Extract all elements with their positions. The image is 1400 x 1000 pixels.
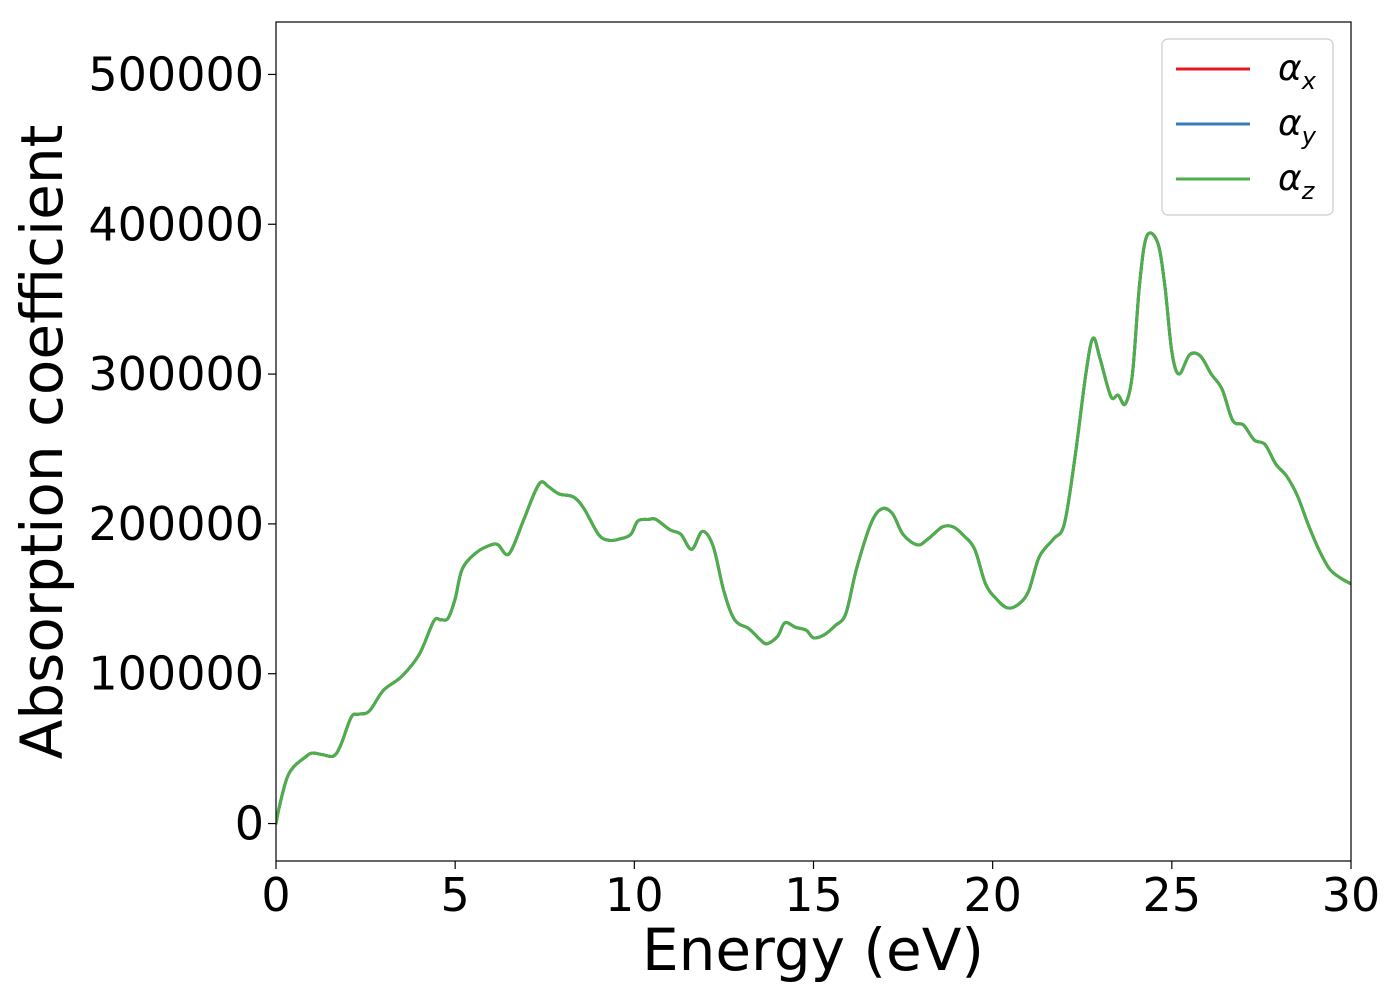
plot-frame [275,21,1352,862]
x-tick-label: 0 [261,868,290,922]
y-tick-label: 500000 [88,47,264,101]
legend-box [1161,38,1334,216]
plot-area [276,231,1351,826]
y-tick-label: 300000 [88,347,264,401]
legend: αx αy αz [1161,38,1334,216]
x-tick-label: 5 [441,868,470,922]
legend-entry: αz [1278,158,1316,205]
y-tick-label: 400000 [88,197,264,251]
y-tick-label: 100000 [88,647,264,701]
x-tick-label: 20 [963,868,1022,922]
y-axis-label: Absorption coefficient [8,125,76,760]
x-tick-label: 10 [605,868,664,922]
series-line-z [276,231,1351,826]
x-axis-ticks: 0 5 10 15 20 25 30 [261,861,1380,922]
series-line-x [276,231,1351,826]
y-tick-label: 0 [235,797,264,851]
y-tick-label: 200000 [88,497,264,551]
x-tick-label: 25 [1143,868,1202,922]
x-tick-label: 30 [1322,868,1381,922]
series-line-y [276,231,1351,826]
legend-entry: αx [1278,48,1317,95]
x-axis-label: Energy (eV) [642,916,984,984]
y-axis-ticks: 0 100000 200000 300000 400000 500000 [88,47,276,851]
legend-entry: αy [1278,103,1317,150]
x-tick-label: 15 [784,868,843,922]
